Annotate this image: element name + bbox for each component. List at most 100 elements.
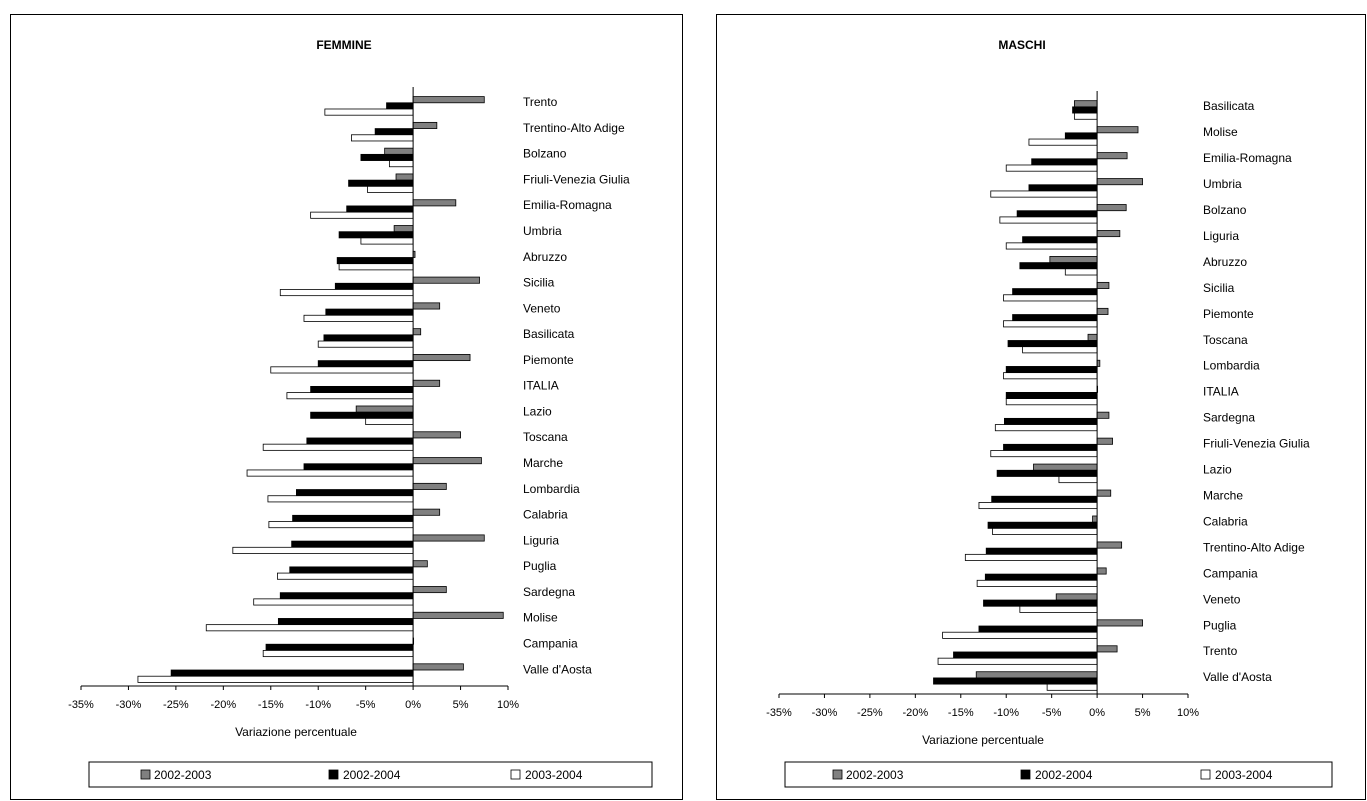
bar-2003-2004-2 <box>1005 164 1098 172</box>
bar-2002-2004-20 <box>978 625 1098 633</box>
chart-svg-maschi: MASCHI Basilicata Molise Emilia-Romagna Umbr… <box>766 38 1333 788</box>
bar-2003-2004-11 <box>286 392 414 400</box>
bar-2002-2004-16 <box>987 521 1098 529</box>
bar-2003-2004-10 <box>270 366 414 374</box>
category-label: Bolzano <box>523 147 567 161</box>
x-tick-label: -15% <box>948 707 974 719</box>
bar-2003-2004-22 <box>1046 683 1098 691</box>
x-tick-label: -20% <box>210 699 236 711</box>
bar-2003-2004-21 <box>937 657 1098 665</box>
bar-2003-2004-12 <box>994 424 1098 432</box>
bar-2002-2004-20 <box>277 618 414 626</box>
legend-label-2: 2003-2004 <box>1215 768 1273 782</box>
chart-title: FEMMINE <box>316 38 371 52</box>
category-label: Campania <box>523 636 578 650</box>
bar-2003-2004-3 <box>990 190 1098 198</box>
bar-2002-2004-19 <box>983 599 1098 607</box>
bar-2002-2003-11 <box>412 379 441 387</box>
bar-2002-2003-7 <box>1096 281 1110 289</box>
category-label: Umbria <box>523 224 562 238</box>
bar-2002-2003-20 <box>412 611 504 619</box>
legend-swatch-1 <box>328 769 339 780</box>
x-tick-label: 0% <box>405 699 421 711</box>
bar-2003-2004-11 <box>1005 398 1098 406</box>
legend-label-1: 2002-2004 <box>1035 768 1093 782</box>
bar-2002-2004-0 <box>1072 106 1098 114</box>
x-tick-label: -35% <box>766 707 792 719</box>
bar-2003-2004-10 <box>1003 372 1098 380</box>
bar-2003-2004-9 <box>1022 346 1098 354</box>
bar-2002-2003-17 <box>412 534 485 542</box>
bar-2002-2004-10 <box>1005 366 1098 374</box>
legend-swatch-0 <box>140 769 151 780</box>
x-tick-label: 5% <box>453 699 469 711</box>
bar-2002-2003-0 <box>412 96 485 104</box>
bar-2002-2004-17 <box>291 540 414 548</box>
bar-2002-2004-10 <box>317 360 414 368</box>
bar-2003-2004-18 <box>976 579 1098 587</box>
category-label: Marche <box>523 456 563 470</box>
category-label: Trentino-Alto Adige <box>523 121 625 135</box>
bar-2002-2004-9 <box>323 334 414 342</box>
bar-2002-2004-8 <box>325 308 414 316</box>
bar-2003-2004-20 <box>205 624 414 632</box>
bar-2002-2003-22 <box>975 671 1098 679</box>
bar-2002-2003-13 <box>412 431 461 439</box>
category-label: Basilicata <box>523 327 575 341</box>
category-label: Sardegna <box>523 585 575 599</box>
bar-2003-2004-4 <box>999 216 1098 224</box>
bar-2003-2004-21 <box>262 650 414 658</box>
category-label: Campania <box>1203 566 1258 580</box>
category-label: Emilia-Romagna <box>1203 151 1292 165</box>
category-label: Valle d'Aosta <box>523 662 592 676</box>
category-label: Piemonte <box>1203 307 1254 321</box>
bar-2002-2004-15 <box>991 495 1098 503</box>
bar-2002-2004-16 <box>292 514 414 522</box>
bar-2003-2004-7 <box>1003 294 1098 302</box>
x-tick-label: -5% <box>1042 707 1062 719</box>
bar-2002-2003-4 <box>412 199 457 207</box>
bar-2002-2004-1 <box>374 128 414 136</box>
bar-2002-2004-5 <box>1022 236 1098 244</box>
legend-label-0: 2002-2003 <box>846 768 904 782</box>
x-tick-label: -25% <box>857 707 883 719</box>
category-label: Molise <box>1203 125 1238 139</box>
bar-2003-2004-8 <box>303 314 414 322</box>
bar-2003-2004-12 <box>365 417 414 425</box>
x-tick-label: 10% <box>1177 707 1199 719</box>
bar-2002-2003-19 <box>1055 593 1098 601</box>
x-tick-label: -30% <box>116 699 142 711</box>
x-tick-label: -30% <box>812 707 838 719</box>
category-label: Lazio <box>523 404 552 418</box>
bar-2002-2004-0 <box>386 102 414 110</box>
bar-2003-2004-18 <box>277 572 414 580</box>
bar-2003-2004-13 <box>990 450 1098 458</box>
category-label: Friuli-Venezia Giulia <box>523 172 630 186</box>
x-axis-label: Variazione percentuale <box>922 733 1044 747</box>
x-tick-label: -35% <box>68 699 94 711</box>
bar-2002-2004-21 <box>265 643 414 651</box>
bar-2003-2004-19 <box>253 598 414 606</box>
bar-2002-2004-17 <box>985 547 1098 555</box>
bar-2003-2004-0 <box>1073 112 1098 120</box>
legend-swatch-2 <box>1200 769 1211 780</box>
bar-2002-2003-18 <box>1096 567 1107 575</box>
legend-label-1: 2002-2004 <box>343 768 401 782</box>
bar-2002-2004-4 <box>346 205 414 213</box>
bar-2002-2004-14 <box>996 469 1098 477</box>
category-label: Lazio <box>1203 463 1232 477</box>
category-label: Basilicata <box>1203 99 1255 113</box>
category-label: Abruzzo <box>523 250 567 264</box>
bar-2002-2003-17 <box>1096 541 1123 549</box>
bar-2003-2004-15 <box>978 502 1098 510</box>
bar-2002-2004-12 <box>1004 417 1098 425</box>
category-label: Friuli-Venezia Giulia <box>1203 437 1310 451</box>
bar-2003-2004-19 <box>1019 605 1098 613</box>
legend-swatch-1 <box>1020 769 1031 780</box>
category-label: Liguria <box>523 533 559 547</box>
bar-2002-2003-2 <box>1096 152 1128 160</box>
category-label: Abruzzo <box>1203 255 1247 269</box>
bar-2003-2004-13 <box>262 443 414 451</box>
bar-2003-2004-8 <box>1003 320 1098 328</box>
bar-2002-2003-2 <box>384 147 414 155</box>
